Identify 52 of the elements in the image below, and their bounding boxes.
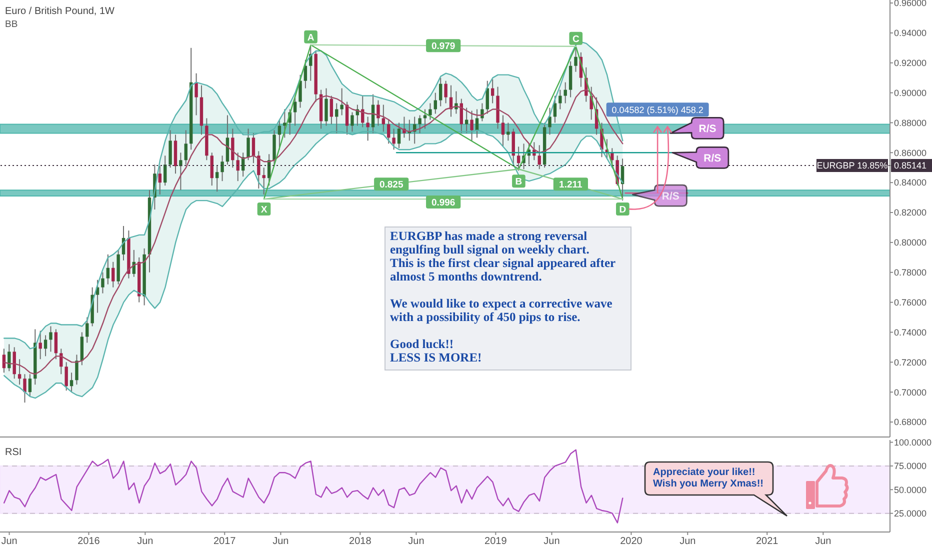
annotation: 0.825 [379,179,404,190]
x-tick-label: Jun [408,536,424,548]
x-tick-label: Jun [815,536,832,548]
annotation: R/S [704,152,722,164]
y-tick-label: 0.96000 [894,0,927,8]
x-tick-label: Jun [272,536,289,548]
text: BB [5,19,18,30]
annotation: R/S [698,122,716,135]
annotation: 1.211 [559,179,584,190]
y-tick-label: 0.78000 [894,268,927,278]
y-tick-label: 0.88000 [894,118,927,128]
annotation: EURGBP has made a strong reversal engulfing bull signal on weekly chart. This is the first clear signal appeared after almost 5 months downtrend. We would like to expect a corrective wave with a possibility of 450 pips to rise. Good luck!! LESS IS MORE! [390,229,616,364]
y-tick-label: 0.74000 [894,327,927,338]
annotation: B [515,176,522,188]
annotation: D [619,204,626,216]
x-tick-label: Jun [680,536,696,548]
y-tick-label: 0.68000 [894,417,927,428]
y-tick-label: 0.94000 [894,28,927,38]
y-tick-label: 0.85141 [894,160,927,171]
y-tick-label: 0.90000 [894,88,927,98]
y-tick-label: 0.76000 [894,297,927,308]
x-tick-label: Jun [1,536,18,548]
y-tick-label: 0.92000 [894,58,927,68]
y-tick-label: 100.0000 [894,437,932,448]
y-tick-label: 0.82000 [894,208,927,218]
x-tick-label: 2020 [620,536,643,548]
annotation: C [572,34,580,45]
annotation: R/S [662,190,680,202]
x-tick-label: Jun [137,536,154,548]
y-tick-label: 0.72000 [894,357,927,368]
y-tick-label: 0.86000 [894,148,927,158]
annotation: 0.996 [431,197,456,208]
y-tick-label: 0.84000 [894,178,927,188]
x-tick-label: 2017 [214,536,236,548]
y-tick-label: 0.80000 [894,238,927,248]
y-tick-label: 0.70000 [894,387,927,398]
x-tick-label: Jun [544,536,560,548]
annotation: X [260,204,268,216]
text: Euro / British Pound, 1W [5,6,116,17]
annotation: Appreciate your like!! Wish you Merry Xmas!! [653,467,764,490]
annotation: 0.04582 (5.51%) 458.2 [612,104,704,115]
y-tick-label: 75.0000 [894,461,927,472]
x-tick-label: 2016 [78,536,100,548]
x-tick-label: 2019 [484,536,508,548]
annotation: 0.979 [431,41,456,52]
y-tick-label: 25.0000 [894,508,927,518]
text: RSI [5,447,22,458]
y-tick-label: 50.0000 [894,484,927,495]
ref-line-label: EURGBP 19.85% [816,160,888,171]
annotation: A [307,32,314,44]
x-tick-label: 2018 [349,536,372,548]
x-tick-label: 2021 [756,536,779,548]
